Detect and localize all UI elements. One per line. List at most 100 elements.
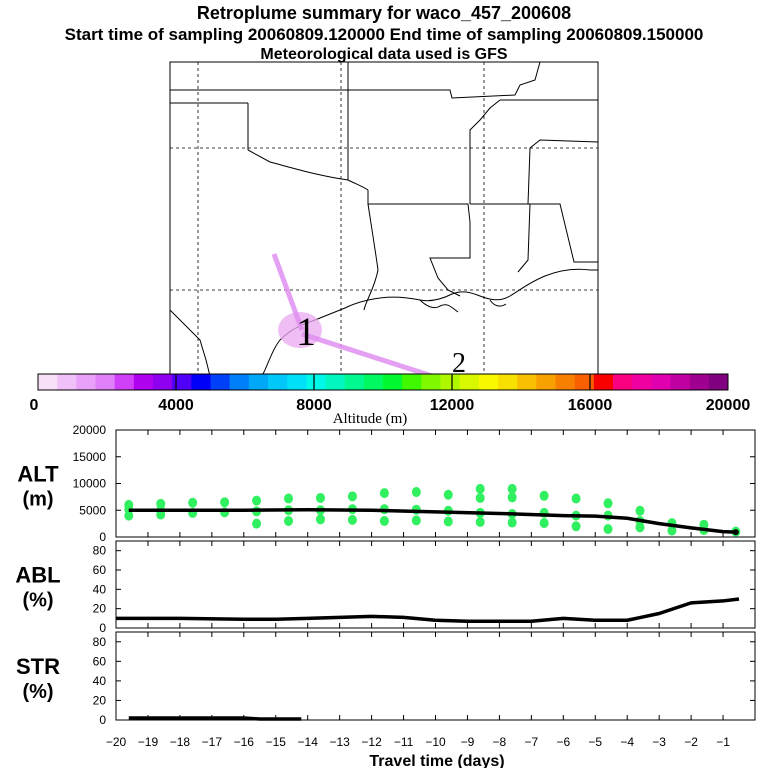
colorbar-cell: [421, 374, 441, 390]
altitude-scatter-point: [411, 487, 421, 498]
colorbar-cell: [172, 374, 192, 390]
map-panel: 1 2: [169, 61, 599, 379]
colorbar-cell: [57, 374, 77, 390]
altitude-scatter-point: [635, 505, 645, 516]
y-tick-label: 0: [99, 530, 106, 544]
colorbar-tick-label: 8000: [296, 397, 332, 414]
y-tick-label: 20: [93, 602, 107, 616]
colorbar-tick-label: 20000: [706, 397, 751, 414]
altitude-scatter-point: [635, 522, 645, 533]
altitude-scatter-point: [315, 514, 325, 525]
y-tick-label: 10000: [73, 477, 107, 491]
colorbar-tick-label: 16000: [568, 397, 613, 414]
colorbar-tick-label: 0: [30, 397, 39, 414]
x-tick-label: −5: [588, 735, 602, 749]
x-tick-label: −1: [716, 735, 730, 749]
y-tick-label: 0: [99, 621, 106, 635]
colorbar-label: Altitude (m): [333, 411, 408, 427]
plume-marker-2: 2: [452, 348, 466, 379]
x-tick-label: −15: [266, 735, 287, 749]
colorbar-cell: [651, 374, 671, 390]
colorbar-cell: [248, 374, 269, 390]
colorbar-ticks: 0 4000 8000 12000 16000 20000: [30, 374, 751, 414]
colorbar-cell: [268, 374, 288, 390]
colorbar-cell: [306, 374, 326, 390]
colorbar-cell: [210, 374, 231, 390]
colorbar-cell: [287, 374, 307, 390]
panel-abl: 0 20 40 60 80 ABL(%): [15, 540, 756, 635]
altitude-scatter-point: [379, 515, 389, 526]
series-end-point: [732, 529, 739, 536]
colorbar-cell: [344, 374, 365, 390]
y-axis-label: ALT: [17, 462, 59, 487]
chart-title: Retroplume summary for waco_457_200608: [196, 3, 572, 23]
altitude-scatter-point: [379, 488, 389, 499]
altitude-scatter-point: [507, 517, 517, 528]
colorbar-cell: [459, 374, 480, 390]
altitude-scatter-point: [188, 497, 198, 508]
colorbar-cell: [574, 374, 595, 390]
colorbar-cell: [613, 374, 633, 390]
colorbar-cell: [383, 374, 403, 390]
y-tick-label: 15000: [73, 450, 107, 464]
x-tick-label: −2: [684, 735, 698, 749]
series-line-alt: [128, 507, 736, 534]
colorbar-cell: [402, 374, 422, 390]
colorbar-cell: [38, 374, 58, 390]
colorbar-cell: [325, 374, 346, 390]
x-tick-label: −16: [234, 735, 255, 749]
colorbar-cell: [363, 374, 384, 390]
altitude-scatter-point: [315, 492, 325, 503]
x-tick-label: −7: [525, 735, 539, 749]
x-tick-label: −18: [170, 735, 191, 749]
colorbar-cell: [536, 374, 556, 390]
panel-alt: 0 5000 10000 15000 20000 ALT(m): [17, 423, 756, 544]
plume-marker-1: 1: [296, 309, 316, 354]
colorbar-cell: [478, 374, 499, 390]
plume-branch-east: [301, 331, 433, 379]
panel-frame: [115, 429, 756, 538]
y-tick-label: 60: [93, 563, 107, 577]
x-tick-label: −10: [425, 735, 446, 749]
altitude-scatter-point: [475, 517, 485, 528]
x-tick-label: −9: [461, 735, 475, 749]
altitude-scatter-point: [571, 521, 581, 532]
altitude-scatter-point: [347, 491, 357, 502]
colorbar-cell: [440, 374, 461, 390]
series-line-str: [128, 716, 302, 721]
altitude-scatter-point: [284, 493, 294, 504]
x-tick-label: −4: [620, 735, 634, 749]
colorbar-cell: [555, 374, 576, 390]
y-axis-unit: (m): [22, 489, 53, 511]
x-tick-label: −6: [556, 735, 570, 749]
x-tick-label: −3: [652, 735, 666, 749]
state-boundaries: [169, 61, 599, 377]
panel-str: 0 20 40 60 80 STR(%): [16, 631, 756, 727]
y-axis-label: ABL: [15, 563, 60, 588]
y-tick-label: 0: [99, 713, 106, 727]
altitude-scatter-point: [507, 483, 517, 494]
colorbar-cell: [95, 374, 116, 390]
y-tick-label: 80: [93, 544, 107, 558]
y-tick-label: 60: [93, 654, 107, 668]
y-tick-label: 20000: [73, 423, 107, 437]
y-axis-label: STR: [16, 654, 60, 679]
colorbar-tick-label: 4000: [158, 397, 194, 414]
x-tick-label: −17: [202, 735, 223, 749]
colorbar-cell: [153, 374, 173, 390]
altitude-scatter-point: [220, 497, 230, 508]
map-frame: [169, 61, 599, 377]
plume-branch-north: [271, 253, 305, 331]
colorbar-cell: [133, 374, 154, 390]
y-axis-unit: (%): [22, 590, 53, 612]
altitude-scatter-point: [411, 515, 421, 526]
x-tick-labels: −20 −19 −18 −17 −16 −15 −14 −13 −12 −11 −10 −9 −8 −7 −…: [106, 735, 730, 749]
colorbar-cell: [593, 374, 614, 390]
x-tick-label: −8: [493, 735, 507, 749]
colorbar-cell: [191, 374, 211, 390]
colorbar-cell: [517, 374, 537, 390]
x-axis-label: Travel time (days): [369, 753, 504, 768]
colorbar-cell: [114, 374, 135, 390]
x-tick-label: −11: [394, 735, 414, 749]
